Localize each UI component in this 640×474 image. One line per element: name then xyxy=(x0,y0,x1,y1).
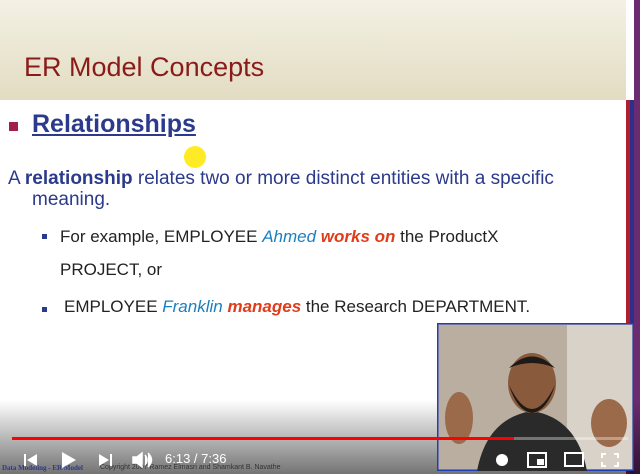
settings-button[interactable] xyxy=(496,454,508,466)
text-emphasis: works on xyxy=(320,227,396,246)
text: For example, EMPLOYEE xyxy=(60,227,263,246)
time-display: 6:13 / 7:36 xyxy=(165,451,227,466)
footer-left: Data Modeling - ER Model xyxy=(2,464,83,472)
theater-button[interactable] xyxy=(564,452,584,467)
bullet-square xyxy=(9,122,18,131)
cursor-highlight xyxy=(184,146,206,168)
webcam xyxy=(437,323,634,471)
text-italic: Franklin xyxy=(162,297,228,316)
paragraph: A relationship relates two or more disti… xyxy=(8,168,592,210)
person-hair xyxy=(509,356,555,368)
text: the Research DEPARTMENT. xyxy=(301,297,531,316)
bullet-text: For example, EMPLOYEE Ahmed works on the… xyxy=(60,220,550,286)
progress-played xyxy=(12,437,514,440)
slide-title: ER Model Concepts xyxy=(24,52,265,82)
text: relates two or more distinct entities wi… xyxy=(32,168,560,210)
title-band xyxy=(0,0,626,100)
slide-heading: Relationships xyxy=(32,110,196,138)
text-italic: Ahmed xyxy=(262,227,321,246)
fullscreen-button[interactable] xyxy=(601,453,619,467)
bullet xyxy=(42,234,47,239)
next-button[interactable] xyxy=(99,454,112,466)
miniplayer-button[interactable] xyxy=(527,452,547,468)
side-bar-purple xyxy=(634,0,640,474)
text: EMPLOYEE xyxy=(64,297,163,316)
person-head xyxy=(508,353,556,413)
bullet xyxy=(42,307,47,312)
person-beard xyxy=(509,385,555,413)
previous-button[interactable] xyxy=(24,454,37,466)
hand xyxy=(591,399,627,447)
volume-button[interactable] xyxy=(132,451,153,469)
footer-right: Copyright 2007 Ramez Elmasri and Shamkan… xyxy=(100,464,281,471)
bullet-text: EMPLOYEE Franklin manages the Research D… xyxy=(64,293,624,321)
control-bar xyxy=(24,451,619,469)
hand xyxy=(445,392,473,444)
text: the ProductX PROJECT, or xyxy=(60,227,504,279)
side-bar-blue xyxy=(630,100,634,474)
text-bold: relationship xyxy=(24,168,133,189)
play-button[interactable] xyxy=(62,452,76,468)
text-emphasis: manages xyxy=(227,297,302,316)
side-bar-red xyxy=(626,100,630,474)
text: A xyxy=(8,168,25,189)
